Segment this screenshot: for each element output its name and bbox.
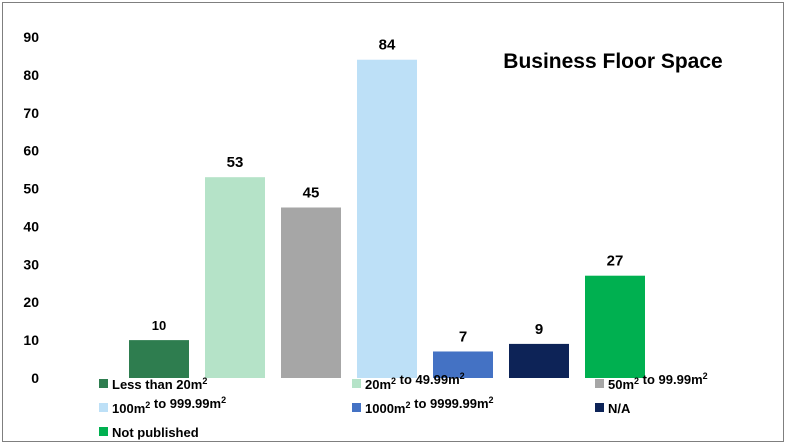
- y-tick-label: 30: [23, 256, 39, 272]
- bar: [509, 343, 569, 378]
- chart-frame: Business Floor Space 0 10 20 30 40 50 60 70 80 90…: [2, 2, 784, 442]
- bar: [357, 59, 417, 378]
- y-tick-label: 80: [23, 67, 39, 83]
- y-tick-label: 70: [23, 105, 39, 121]
- legend-item: 50m2 to 99.99m2: [595, 371, 708, 392]
- legend-swatch: [595, 379, 604, 388]
- bar: [205, 177, 265, 378]
- chart-title: Business Floor Space: [503, 50, 722, 73]
- data-label: 45: [303, 185, 320, 202]
- legend-swatch: [99, 379, 108, 388]
- legend-swatch: [352, 403, 361, 412]
- data-label: 7: [459, 328, 467, 345]
- y-tick-label: 90: [23, 29, 39, 45]
- bar: [585, 275, 645, 378]
- bar: [281, 207, 341, 378]
- legend-swatch: [99, 427, 108, 436]
- y-tick-label: 10: [23, 332, 39, 348]
- data-label: 9: [535, 321, 543, 338]
- data-label: 53: [227, 154, 244, 171]
- y-tick-label: 60: [23, 143, 39, 159]
- legend-label: 50m2 to 99.99m2: [608, 371, 708, 392]
- y-tick-label: 0: [31, 370, 39, 386]
- legend-label: 100m2 to 999.99m2: [112, 395, 226, 416]
- legend-item: 20m2 to 49.99m2: [352, 371, 465, 392]
- data-labels: 10 53 45 84 7 9 27: [152, 37, 624, 346]
- legend-item: 100m2 to 999.99m2: [99, 395, 226, 416]
- bar: [433, 351, 493, 378]
- bar: [129, 340, 189, 378]
- legend: Less than 20m2 20m2 to 49.99m2 50m2 to 99.…: [99, 371, 708, 440]
- y-axis: 0 10 20 30 40 50 60 70 80 90: [23, 29, 39, 386]
- legend-item: 1000m2 to 9999.99m2: [352, 395, 494, 416]
- bars: [129, 59, 645, 378]
- y-tick-label: 40: [23, 218, 39, 234]
- legend-item: N/A: [595, 401, 631, 416]
- data-label: 84: [379, 37, 396, 54]
- legend-label: N/A: [608, 401, 631, 416]
- legend-label: 1000m2 to 9999.99m2: [365, 395, 494, 416]
- legend-item: Not published: [99, 425, 199, 440]
- legend-swatch: [99, 403, 108, 412]
- y-tick-label: 50: [23, 181, 39, 197]
- legend-label: Not published: [112, 425, 199, 440]
- legend-swatch: [352, 379, 361, 388]
- y-tick-label: 20: [23, 294, 39, 310]
- data-label: 27: [607, 253, 624, 270]
- bar-chart: Business Floor Space 0102030405060708090…: [23, 29, 722, 440]
- legend-label: 20m2 to 49.99m2: [365, 371, 465, 392]
- legend-item: Less than 20m2: [99, 376, 207, 392]
- legend-swatch: [595, 403, 604, 412]
- legend-label: Less than 20m2: [112, 376, 207, 392]
- data-label: 10: [152, 318, 166, 333]
